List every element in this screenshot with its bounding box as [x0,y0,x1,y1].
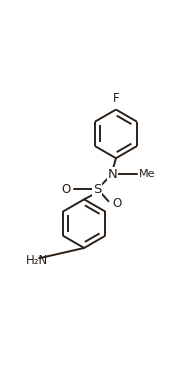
Text: H₂N: H₂N [26,254,48,266]
Text: Me: Me [139,169,156,179]
Text: O: O [61,182,70,196]
Text: O: O [112,197,121,210]
Text: F: F [113,92,119,105]
Text: N: N [107,168,117,181]
Text: S: S [93,182,101,196]
